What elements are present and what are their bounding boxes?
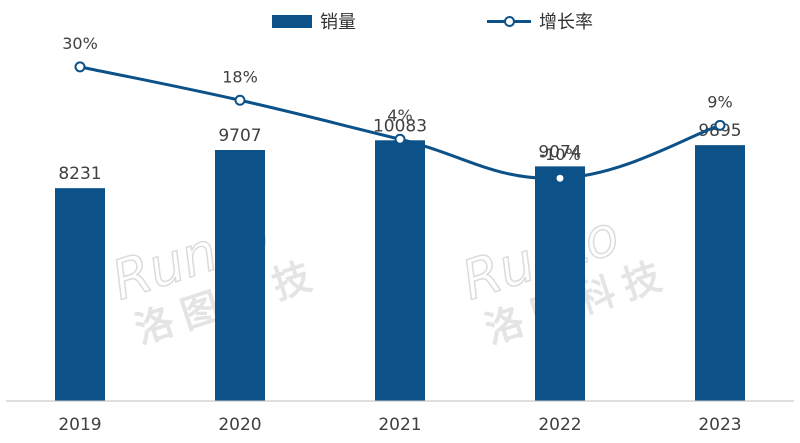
x-tick-labels: 2019 2020 2021 2022 2023 — [58, 415, 741, 435]
x-tick-label: 2019 — [58, 415, 101, 435]
growth-point-2020 — [234, 94, 246, 106]
growth-value-label: 18% — [222, 67, 258, 86]
bar-layer — [55, 140, 745, 402]
legend-item-growth: 增长率 — [487, 6, 593, 36]
legend: 销量 增长率 — [0, 6, 800, 36]
bar-value-label: 10083 — [373, 116, 427, 136]
x-tick-label: 2020 — [218, 415, 261, 435]
x-tick-label: 2021 — [378, 415, 421, 435]
bar-2022 — [535, 166, 585, 401]
bar-2020 — [215, 150, 265, 401]
bar-value-label: 8231 — [58, 164, 101, 184]
growth-point-2023 — [714, 119, 726, 131]
growth-value-label: -10% — [539, 145, 580, 164]
legend-growth-label: 增长率 — [539, 12, 593, 33]
bar-2023 — [695, 145, 745, 401]
growth-point-2019 — [74, 61, 86, 73]
x-tick-label: 2023 — [698, 415, 741, 435]
bar-2019 — [55, 188, 105, 401]
bar-value-label: 9074 — [538, 142, 581, 162]
legend-line-swatch — [487, 14, 531, 28]
bar-value-label: 9895 — [698, 121, 741, 141]
growth-value-label: 4% — [387, 106, 412, 125]
growth-point-2022 — [554, 172, 566, 184]
growth-line-layer — [74, 61, 726, 184]
growth-value-label: 30% — [62, 34, 98, 53]
bar-2021 — [375, 140, 425, 402]
growth-value-labels: 30% 18% 4% -10% 9% — [62, 34, 732, 164]
legend-bar-swatch — [272, 14, 312, 28]
bar-value-labels: 8231 9707 10083 9074 9895 — [58, 116, 741, 184]
legend-sales-label: 销量 — [320, 12, 356, 33]
bar-value-label: 9707 — [218, 126, 261, 146]
legend-item-sales: 销量 — [272, 6, 356, 36]
growth-point-2021 — [394, 133, 406, 145]
x-tick-label: 2022 — [538, 415, 581, 435]
growth-value-label: 9% — [707, 92, 732, 111]
